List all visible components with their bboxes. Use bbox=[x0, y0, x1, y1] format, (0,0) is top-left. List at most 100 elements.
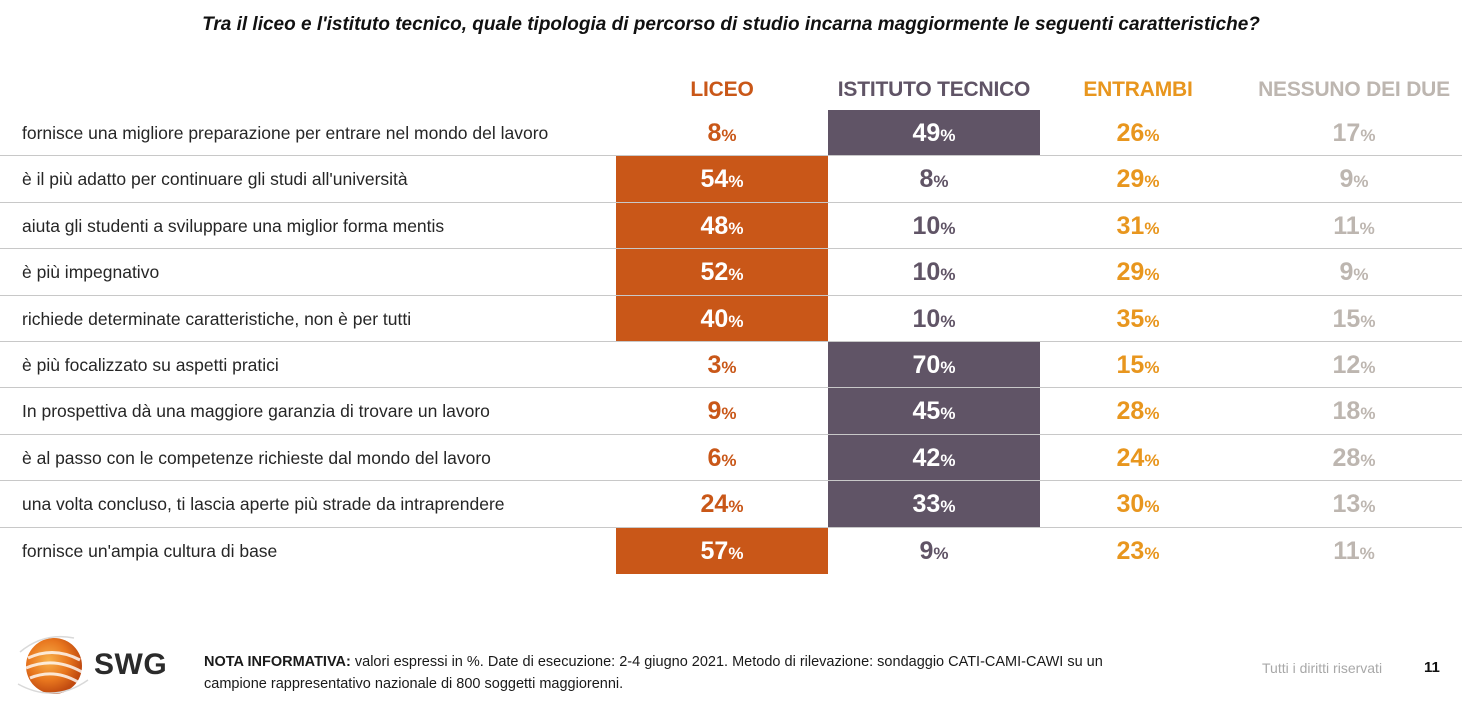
cell-unit: % bbox=[940, 497, 956, 516]
cell-istituto-tecnico: 8% bbox=[828, 156, 1040, 202]
cell-entrambi: 15% bbox=[1040, 342, 1236, 388]
page-number: 11 bbox=[1424, 659, 1440, 676]
cell-nessuno-dei-due: 18% bbox=[1250, 388, 1458, 434]
cell-unit: % bbox=[728, 219, 744, 238]
cell-value: 9 bbox=[1339, 258, 1354, 286]
cell-istituto-tecnico: 10% bbox=[828, 249, 1040, 295]
cell-unit: % bbox=[1353, 265, 1369, 284]
cell-unit: % bbox=[940, 265, 956, 284]
table-row: aiuta gli studenti a sviluppare una migl… bbox=[0, 203, 1462, 249]
cell-unit: % bbox=[721, 404, 737, 423]
cell-unit: % bbox=[1144, 126, 1160, 145]
cell-value: 33 bbox=[912, 490, 941, 518]
cell-liceo: 8% bbox=[616, 110, 828, 156]
cell-unit: % bbox=[1360, 312, 1376, 331]
cell-nessuno-dei-due: 13% bbox=[1250, 481, 1458, 527]
cell-value: 9 bbox=[1339, 165, 1354, 193]
cell-unit: % bbox=[1144, 404, 1160, 423]
cell-unit: % bbox=[933, 172, 949, 191]
cell-istituto-tecnico: 70% bbox=[828, 342, 1040, 388]
footer-note-text: valori espressi in %. Date di esecuzione… bbox=[204, 654, 1103, 692]
cell-value: 9 bbox=[919, 537, 934, 565]
cell-entrambi: 28% bbox=[1040, 388, 1236, 434]
cell-liceo: 24% bbox=[616, 481, 828, 527]
cell-value: 10 bbox=[912, 212, 941, 240]
table-row: fornisce un'ampia cultura di base 57% 9% 23… bbox=[0, 528, 1462, 574]
cell-value: 24 bbox=[1116, 444, 1145, 472]
cell-unit: % bbox=[940, 312, 956, 331]
cell-entrambi: 35% bbox=[1040, 296, 1236, 342]
row-divider bbox=[0, 434, 1462, 435]
cell-value: 3 bbox=[707, 351, 722, 379]
row-label: una volta concluso, ti lascia aperte più… bbox=[22, 494, 505, 514]
row-divider bbox=[0, 527, 1462, 528]
row-label: fornisce una migliore preparazione per e… bbox=[22, 123, 549, 143]
cell-unit: % bbox=[1360, 126, 1376, 145]
cell-istituto-tecnico: 45% bbox=[828, 388, 1040, 434]
row-divider bbox=[0, 341, 1462, 342]
chart-title: Tra il liceo e l'istituto tecnico, quale… bbox=[202, 14, 1260, 35]
cell-liceo: 40% bbox=[616, 296, 828, 342]
cell-unit: % bbox=[1144, 451, 1160, 470]
cell-value: 40 bbox=[700, 305, 729, 333]
table-row: una volta concluso, ti lascia aperte più… bbox=[0, 481, 1462, 527]
cell-value: 31 bbox=[1116, 212, 1145, 240]
table-row: è più focalizzato su aspetti pratici 3% 70… bbox=[0, 342, 1462, 388]
cell-unit: % bbox=[1144, 219, 1160, 238]
cell-liceo: 57% bbox=[616, 528, 828, 574]
cell-unit: % bbox=[940, 358, 956, 377]
cell-nessuno-dei-due: 11% bbox=[1250, 203, 1458, 249]
header-istituto-tecnico: ISTITUTO TECNICO bbox=[837, 78, 1031, 101]
row-divider bbox=[0, 480, 1462, 481]
swg-globe-icon bbox=[17, 635, 89, 694]
table-row: è più impegnativo 52% 10% 29% 9% bbox=[0, 249, 1462, 295]
cell-nessuno-dei-due: 12% bbox=[1250, 342, 1458, 388]
cell-unit: % bbox=[728, 497, 744, 516]
cell-value: 49 bbox=[912, 119, 941, 147]
cell-unit: % bbox=[940, 126, 956, 145]
cell-value: 8 bbox=[707, 119, 722, 147]
footer-note-label: NOTA INFORMATIVA: bbox=[204, 654, 351, 670]
cell-value: 70 bbox=[912, 351, 941, 379]
cell-unit: % bbox=[1359, 544, 1375, 563]
cell-value: 11 bbox=[1333, 537, 1360, 565]
cell-entrambi: 23% bbox=[1040, 528, 1236, 574]
cell-unit: % bbox=[721, 358, 737, 377]
cell-unit: % bbox=[1144, 172, 1160, 191]
row-divider bbox=[0, 202, 1462, 203]
cell-unit: % bbox=[1360, 358, 1376, 377]
cell-value: 29 bbox=[1116, 258, 1145, 286]
table-row: richiede determinate caratteristiche, no… bbox=[0, 296, 1462, 342]
cell-liceo: 3% bbox=[616, 342, 828, 388]
cell-value: 52 bbox=[700, 258, 729, 286]
cell-entrambi: 29% bbox=[1040, 249, 1236, 295]
cell-unit: % bbox=[933, 544, 949, 563]
cell-unit: % bbox=[1359, 219, 1375, 238]
row-divider bbox=[0, 387, 1462, 388]
cell-unit: % bbox=[728, 312, 744, 331]
cell-value: 35 bbox=[1116, 305, 1145, 333]
cell-value: 23 bbox=[1116, 537, 1145, 565]
row-divider bbox=[0, 248, 1462, 249]
cell-unit: % bbox=[940, 451, 956, 470]
cell-nessuno-dei-due: 9% bbox=[1250, 249, 1458, 295]
row-label: aiuta gli studenti a sviluppare una migl… bbox=[22, 216, 445, 236]
table-row: è al passo con le competenze richieste d… bbox=[0, 435, 1462, 481]
row-divider bbox=[0, 155, 1462, 156]
cell-value: 8 bbox=[919, 165, 934, 193]
cell-entrambi: 26% bbox=[1040, 110, 1236, 156]
cell-unit: % bbox=[728, 544, 744, 563]
cell-unit: % bbox=[1360, 451, 1376, 470]
cell-liceo: 9% bbox=[616, 388, 828, 434]
cell-value: 12 bbox=[1332, 351, 1361, 379]
cell-value: 28 bbox=[1332, 444, 1361, 472]
cell-unit: % bbox=[721, 451, 737, 470]
cell-value: 48 bbox=[700, 212, 729, 240]
cell-istituto-tecnico: 9% bbox=[828, 528, 1040, 574]
cell-value: 11 bbox=[1333, 212, 1360, 240]
cell-liceo: 48% bbox=[616, 203, 828, 249]
cell-unit: % bbox=[1360, 497, 1376, 516]
cell-value: 17 bbox=[1332, 119, 1361, 147]
cell-value: 45 bbox=[912, 397, 941, 425]
cell-istituto-tecnico: 10% bbox=[828, 296, 1040, 342]
